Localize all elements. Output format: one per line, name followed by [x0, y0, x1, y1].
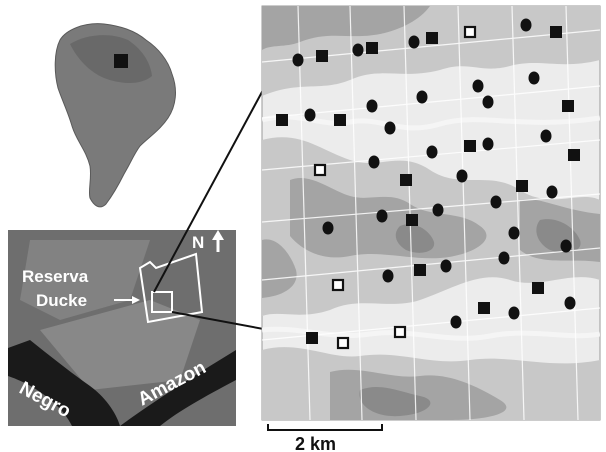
filled-circle-marker [384, 121, 396, 135]
filled-circle-marker [376, 209, 388, 223]
filled-circle-marker [304, 108, 316, 122]
filled-circle-marker [564, 296, 576, 310]
south-america-shading [70, 35, 152, 83]
filled-circle-marker [292, 53, 304, 67]
filled-square-marker [276, 114, 288, 126]
plot-markers [276, 18, 580, 350]
scale-bar-line [267, 424, 383, 431]
filled-circle-marker [498, 251, 510, 265]
open-square-marker [331, 278, 345, 292]
open-square-marker [393, 325, 407, 339]
terrain-zone-dark [290, 177, 487, 259]
filled-circle-marker [352, 43, 364, 57]
filled-circle-marker [528, 71, 540, 85]
filled-circle-marker [482, 137, 494, 151]
filled-circle-marker [382, 269, 394, 283]
scale-bar-label: 2 km [295, 434, 336, 452]
north-label: N [192, 233, 204, 252]
filled-square-marker [426, 32, 438, 44]
filled-circle-marker [482, 95, 494, 109]
filled-circle-marker [508, 226, 520, 240]
filled-circle-marker [508, 306, 520, 320]
filled-square-marker [334, 114, 346, 126]
filled-square-marker [562, 100, 574, 112]
filled-circle-marker [456, 169, 468, 183]
reserve-label-line1: Reserva [22, 267, 89, 286]
filled-square-marker [306, 332, 318, 344]
filled-circle-marker [490, 195, 502, 209]
filled-circle-marker [450, 315, 462, 329]
reserve-boundary [138, 252, 204, 324]
terrain-map [261, 5, 601, 421]
south-america-inset [54, 23, 176, 208]
filled-square-marker [406, 214, 418, 226]
reserve-label-line2: Ducke [36, 291, 87, 310]
study-grid-outline [151, 291, 173, 313]
scale-bar: 2 km [267, 424, 383, 452]
satellite-texture-urban [40, 300, 200, 390]
negro-river [8, 340, 120, 426]
filled-square-marker [366, 42, 378, 54]
filled-circle-marker [560, 239, 572, 253]
filled-circle-marker [540, 129, 552, 143]
amazon-river [120, 350, 236, 426]
filled-circle-marker [416, 90, 428, 104]
filled-circle-marker [322, 221, 334, 235]
filled-circle-marker [432, 203, 444, 217]
open-square-marker [463, 25, 477, 39]
filled-circle-marker [408, 35, 420, 49]
terrain-zone-darkest [359, 386, 431, 417]
filled-square-marker [516, 180, 528, 192]
north-arrow: N [192, 230, 224, 252]
filled-circle-marker [546, 185, 558, 199]
filled-circle-marker [472, 79, 484, 93]
study-area-locator-square [114, 54, 128, 68]
filled-square-marker [550, 26, 562, 38]
filled-circle-marker [440, 259, 452, 273]
filled-square-marker [400, 174, 412, 186]
trail-grid [262, 6, 600, 420]
filled-square-marker [532, 282, 544, 294]
filled-square-marker [316, 50, 328, 62]
north-arrow-head [212, 230, 224, 240]
filled-square-marker [478, 302, 490, 314]
terrain-zone-dark [262, 239, 297, 298]
filled-square-marker [568, 149, 580, 161]
filled-circle-marker [368, 155, 380, 169]
satellite-inset: Negro Amazon N Reserva Ducke [8, 230, 236, 426]
open-square-marker [336, 336, 350, 350]
terrain-zone-darkest [395, 224, 435, 253]
reserve-pointer-arrow [114, 296, 140, 304]
filled-square-marker [464, 140, 476, 152]
filled-circle-marker [426, 145, 438, 159]
filled-square-marker [414, 264, 426, 276]
filled-circle-marker [520, 18, 532, 32]
terrain-zone-dark [262, 6, 430, 50]
filled-circle-marker [366, 99, 378, 113]
open-square-marker [313, 163, 327, 177]
